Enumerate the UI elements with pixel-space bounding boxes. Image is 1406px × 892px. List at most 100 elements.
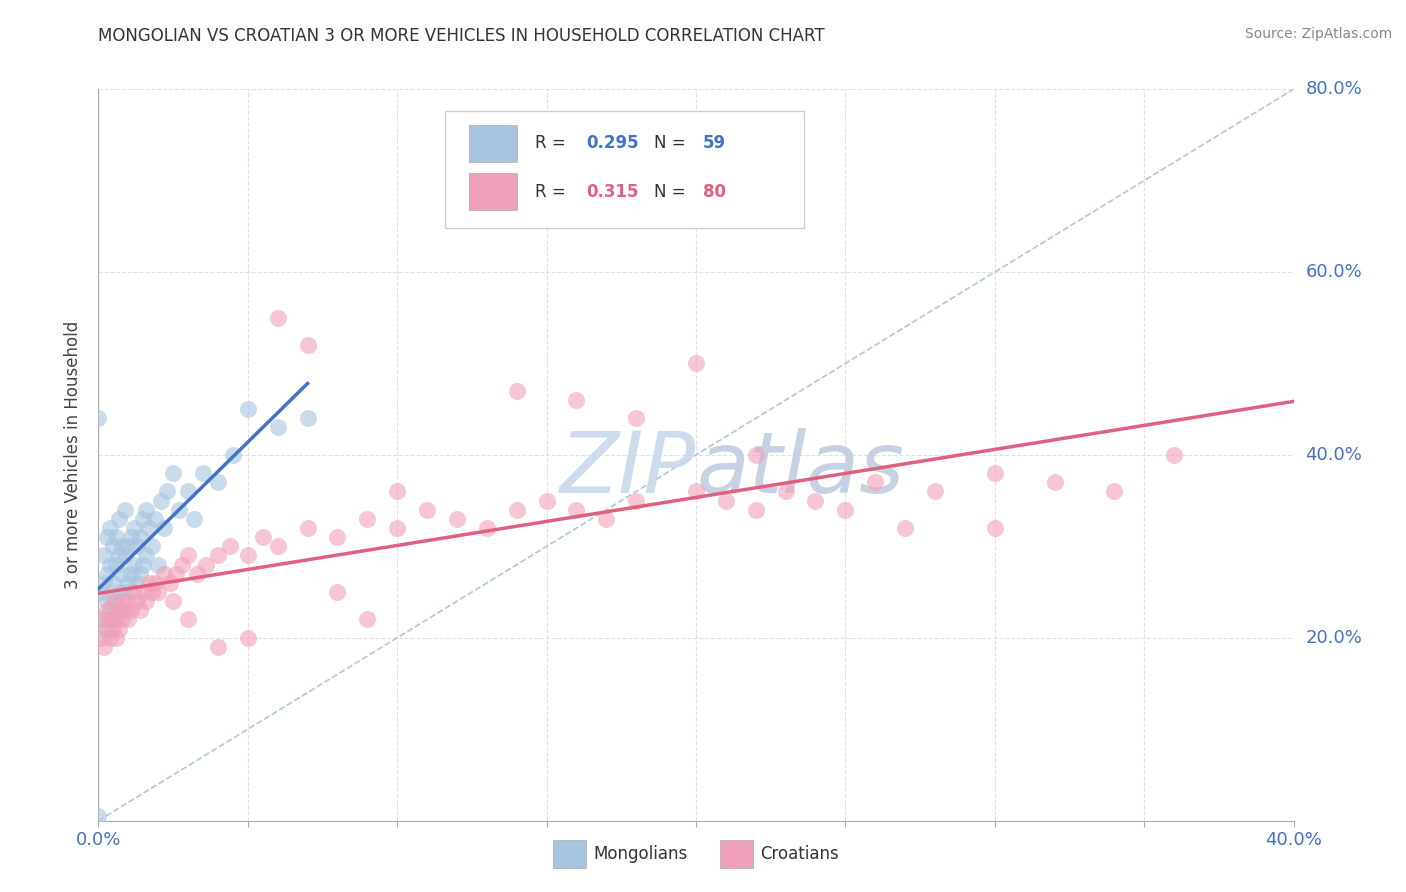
Point: [96, 566, 118, 581]
Text: ZIP: ZIP: [560, 428, 696, 511]
Point: [143, 576, 166, 591]
Point: [1043, 475, 1066, 490]
Point: [297, 521, 319, 535]
Point: [96, 530, 118, 544]
Point: [506, 384, 529, 398]
Text: N =: N =: [654, 135, 690, 153]
Point: [326, 530, 349, 544]
Point: [191, 466, 214, 480]
Point: [894, 521, 917, 535]
Point: [98, 613, 122, 627]
Point: [565, 502, 588, 516]
Point: [194, 558, 218, 572]
Point: [90, 631, 112, 645]
Point: [96, 603, 118, 617]
Point: [222, 448, 245, 462]
Point: [183, 512, 205, 526]
Point: [207, 475, 229, 490]
Point: [132, 558, 155, 572]
Point: [90, 613, 112, 627]
Point: [111, 566, 134, 581]
Point: [120, 603, 142, 617]
Point: [124, 558, 146, 572]
Point: [117, 613, 139, 627]
Point: [565, 392, 588, 407]
Point: [745, 448, 768, 462]
Text: 0.315: 0.315: [586, 183, 638, 201]
Point: [105, 530, 128, 544]
Point: [114, 502, 136, 516]
Point: [714, 493, 737, 508]
Point: [93, 640, 115, 654]
Point: [98, 631, 122, 645]
Point: [98, 603, 122, 617]
Point: [108, 622, 131, 636]
Point: [90, 585, 112, 599]
Point: [252, 530, 274, 544]
Text: R =: R =: [534, 183, 571, 201]
Text: 80: 80: [703, 183, 725, 201]
Point: [108, 585, 131, 599]
Text: 0.295: 0.295: [586, 135, 638, 153]
Point: [98, 521, 122, 535]
Point: [356, 512, 378, 526]
Text: Croatians: Croatians: [761, 845, 839, 863]
Point: [105, 558, 128, 572]
Point: [804, 493, 827, 508]
Text: 60.0%: 60.0%: [1305, 263, 1362, 281]
Point: [236, 402, 259, 417]
Point: [93, 622, 115, 636]
Point: [143, 512, 166, 526]
Point: [111, 613, 134, 627]
Point: [103, 576, 125, 591]
Point: [865, 475, 887, 490]
Point: [111, 594, 134, 608]
Text: 40.0%: 40.0%: [1305, 446, 1362, 464]
Point: [207, 549, 229, 563]
Point: [162, 466, 184, 480]
Point: [924, 484, 946, 499]
Point: [135, 594, 157, 608]
Point: [177, 613, 200, 627]
Point: [207, 640, 229, 654]
Point: [108, 512, 131, 526]
Point: [177, 484, 200, 499]
Point: [120, 566, 142, 581]
Text: Source: ZipAtlas.com: Source: ZipAtlas.com: [1244, 27, 1392, 41]
Text: 80.0%: 80.0%: [1305, 80, 1362, 98]
Point: [156, 484, 179, 499]
Point: [111, 539, 134, 553]
Point: [356, 613, 378, 627]
Point: [124, 585, 146, 599]
Point: [162, 594, 184, 608]
Point: [446, 512, 468, 526]
Point: [159, 576, 181, 591]
Point: [96, 622, 118, 636]
Point: [297, 338, 319, 352]
Point: [141, 585, 163, 599]
Text: 59: 59: [703, 135, 727, 153]
Point: [105, 631, 128, 645]
Point: [148, 585, 170, 599]
Point: [153, 566, 176, 581]
Point: [685, 484, 707, 499]
Point: [267, 539, 290, 553]
Point: [103, 613, 125, 627]
Point: [141, 539, 163, 553]
Point: [98, 558, 122, 572]
Point: [129, 530, 152, 544]
Point: [506, 502, 529, 516]
Point: [150, 493, 173, 508]
Point: [93, 576, 115, 591]
Point: [153, 521, 176, 535]
Point: [983, 466, 1005, 480]
Text: 20.0%: 20.0%: [1305, 629, 1362, 647]
Point: [326, 585, 349, 599]
Point: [385, 484, 409, 499]
Point: [117, 594, 139, 608]
Text: MONGOLIAN VS CROATIAN 3 OR MORE VEHICLES IN HOUSEHOLD CORRELATION CHART: MONGOLIAN VS CROATIAN 3 OR MORE VEHICLES…: [98, 27, 825, 45]
Point: [93, 549, 115, 563]
Point: [236, 631, 259, 645]
Bar: [470, 173, 517, 210]
Point: [103, 622, 125, 636]
